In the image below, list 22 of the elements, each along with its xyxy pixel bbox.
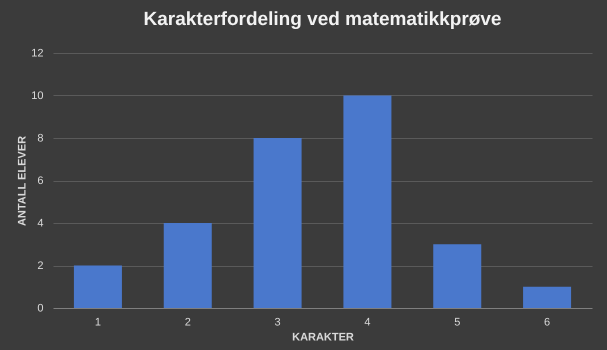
bar (74, 266, 122, 308)
x-tick-label: 1 (94, 316, 101, 328)
chart-title: Karakterfordeling ved matematikkprøve (144, 9, 502, 30)
y-tick-label: 8 (37, 132, 44, 144)
bar (433, 244, 482, 308)
x-tick-label: 6 (544, 316, 550, 328)
x-tick-label: 2 (184, 316, 191, 328)
y-tick-label: 4 (37, 218, 44, 230)
bar (254, 138, 302, 308)
x-tick-label: 5 (454, 316, 460, 328)
x-tick-label: 3 (274, 316, 281, 328)
y-tick-label: 10 (31, 90, 44, 102)
y-tick-label: 0 (37, 302, 44, 314)
bar (164, 223, 212, 308)
bar (523, 286, 572, 308)
y-tick-label: 12 (31, 48, 44, 60)
y-axis-title: ANTALL ELEVER (16, 136, 28, 226)
y-tick-label: 6 (37, 175, 44, 187)
x-tick-label: 4 (364, 316, 370, 328)
x-axis-title: KARAKTER (292, 332, 354, 344)
bar (343, 96, 392, 308)
y-tick-label: 2 (37, 260, 44, 272)
